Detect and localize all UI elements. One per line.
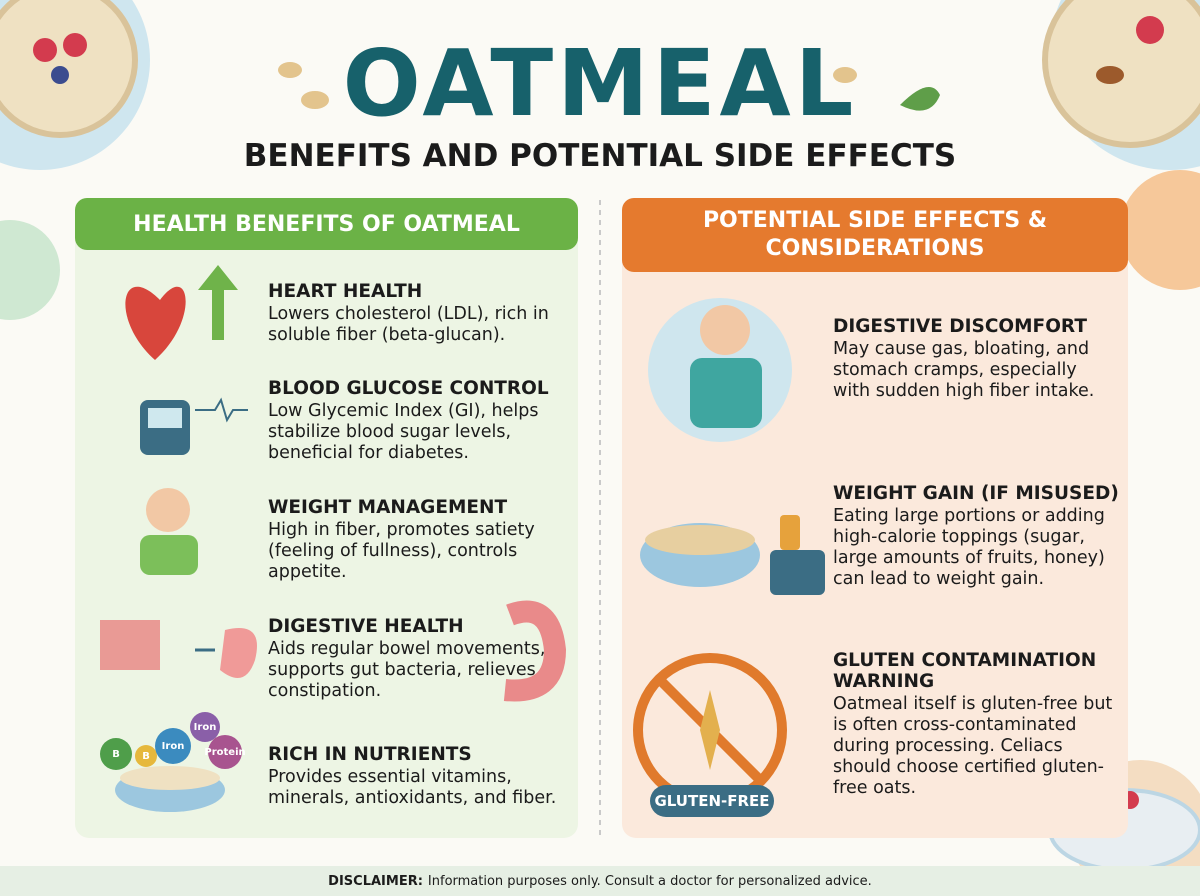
item-title: HEART HEALTH: [268, 281, 423, 302]
item-text: Low Glycemic Index (GI), helps stabilize…: [268, 401, 539, 463]
item-text: Eating large portions or adding high-cal…: [833, 506, 1105, 589]
item-text: Aids regular bowel movements, supports g…: [268, 639, 546, 701]
item-title: DIGESTIVE HEALTH: [268, 616, 464, 637]
nutrient-tag: Protein: [204, 735, 246, 769]
item-text: Lowers cholesterol (LDL), rich in solubl…: [268, 304, 549, 345]
benefit-item: HEART HEALTH Lowers cholesterol (LDL), ri…: [268, 281, 568, 346]
item-text: Oatmeal itself is gluten-free but is oft…: [833, 694, 1113, 798]
side-effect-item: WEIGHT GAIN (IF MISUSED) Eating large por…: [833, 483, 1133, 590]
item-title: GLUTEN CONTAMINATION WARNING: [833, 650, 1097, 692]
item-title: DIGESTIVE DISCOMFORT: [833, 316, 1087, 337]
benefit-item: RICH IN NUTRIENTS Provides essential vita…: [268, 744, 568, 809]
disclaimer-label: DISCLAIMER:: [328, 873, 423, 889]
benefits-heading: HEALTH BENEFITS OF OATMEAL: [75, 198, 578, 250]
benefit-item: DIGESTIVE HEALTH Aids regular bowel movem…: [268, 616, 578, 702]
item-title: BLOOD GLUCOSE CONTROL: [268, 378, 549, 399]
item-title: WEIGHT MANAGEMENT: [268, 497, 508, 518]
item-text: High in fiber, promotes satiety (feeling…: [268, 520, 535, 582]
title: OATMEAL: [342, 30, 858, 137]
benefit-item: WEIGHT MANAGEMENT High in fiber, promotes…: [268, 497, 558, 583]
benefit-item: BLOOD GLUCOSE CONTROL Low Glycemic Index …: [268, 378, 568, 464]
nutrient-tag: B: [135, 745, 157, 767]
gluten-free-badge: GLUTEN-FREE: [654, 792, 770, 810]
item-title: WEIGHT GAIN (IF MISUSED): [833, 483, 1119, 504]
side-effects-heading: POTENTIAL SIDE EFFECTS & CONSIDERATIONS: [622, 198, 1128, 272]
side-effect-item: DIGESTIVE DISCOMFORT May cause gas, bloat…: [833, 316, 1113, 402]
nutrient-tag: Iron: [155, 728, 191, 764]
item-title: RICH IN NUTRIENTS: [268, 744, 472, 765]
disclaimer: DISCLAIMER: Information purposes only. Co…: [0, 866, 1200, 896]
disclaimer-text: Information purposes only. Consult a doc…: [427, 873, 872, 889]
nutrient-tag: B: [100, 738, 132, 770]
side-effect-item: GLUTEN CONTAMINATION WARNING Oatmeal itse…: [833, 650, 1118, 799]
item-text: Provides essential vitamins, minerals, a…: [268, 767, 557, 808]
subtitle: BENEFITS AND POTENTIAL SIDE EFFECTS: [243, 138, 957, 174]
item-text: May cause gas, bloating, and stomach cra…: [833, 339, 1095, 401]
